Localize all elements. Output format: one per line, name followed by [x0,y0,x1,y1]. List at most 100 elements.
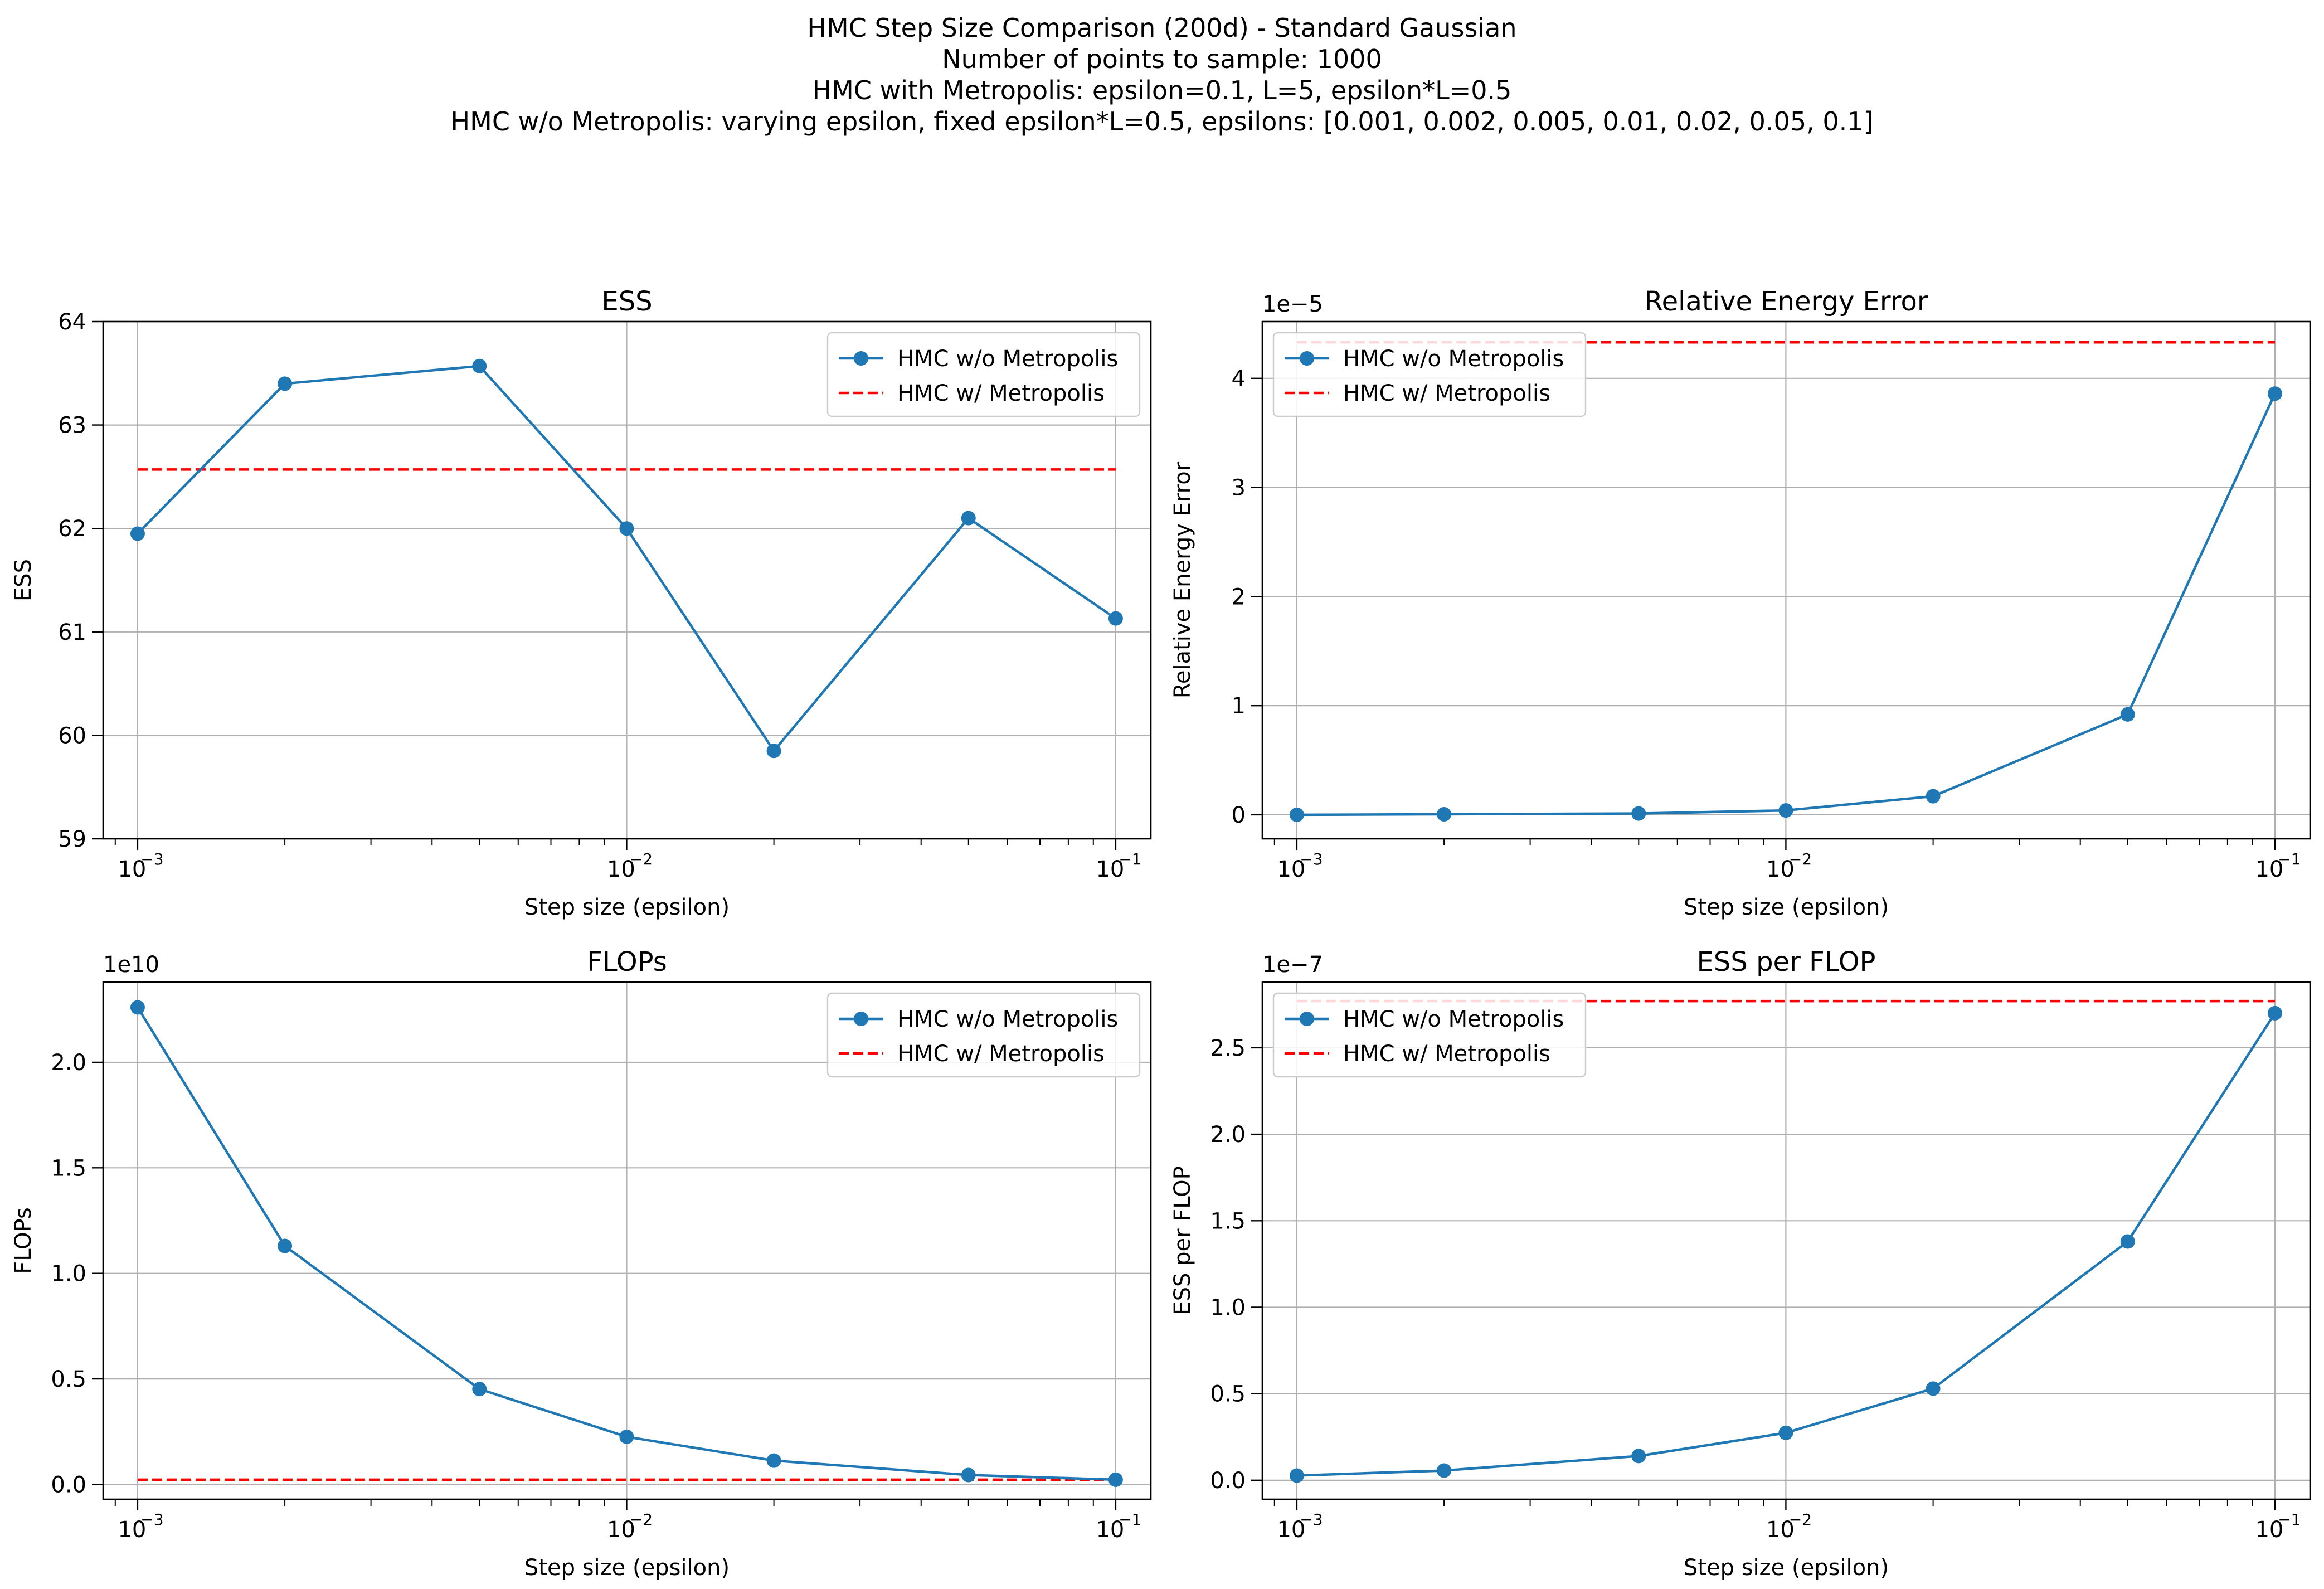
y-tick-label: 1 [1232,693,1246,719]
data-point [961,511,976,526]
legend-swatch-marker [1300,351,1314,366]
y-tick-label: 1.0 [51,1261,86,1287]
y-tick-label: 60 [58,723,86,749]
suptitle-line-1: HMC Step Size Comparison (200d) - Standa… [807,13,1517,43]
data-point [2120,1234,2135,1249]
legend-swatch-marker [854,351,868,366]
suptitle-line-4: HMC w/o Metropolis: varying epsilon, fix… [450,106,1874,137]
legend-label-hmc-wo-metropolis: HMC w/o Metropolis [1343,1007,1564,1032]
y-tick-label: 1.5 [51,1155,86,1181]
data-point [1631,1449,1646,1464]
data-point [1631,806,1646,821]
data-point [130,526,145,541]
y-axis-label: Relative Energy Error [1170,461,1195,698]
y-tick-label: 2 [1232,584,1246,610]
x-tick-exponent: −1 [1119,850,1141,868]
x-tick-exponent: −3 [140,850,163,868]
legend: HMC w/o Metropolis HMC w/ Metropolis [826,992,1141,1078]
x-tick-exponent: −1 [2278,1510,2301,1529]
x-tick-label: 10 [1277,1517,1305,1543]
axes-frame [1261,320,2311,840]
data-point [278,376,293,391]
data-point [1926,789,1941,804]
legend-label-hmc-w-metropolis: HMC w/ Metropolis [1343,381,1550,406]
x-tick-exponent: −3 [1300,850,1323,868]
subplot-4: 10−3 10−2 10−10.00.51.01.52.02.51e−7 ESS pe… [1170,946,2311,1581]
legend: HMC w/o Metropolis HMC w/ Metropolis [1272,992,1587,1078]
y-tick-label: 2.0 [51,1050,86,1076]
data-point [130,1000,145,1015]
subplot-title: Relative Energy Error [1644,286,1928,317]
y-tick-label: 3 [1232,475,1246,501]
data-point [1289,807,1304,822]
data-point [1926,1381,1941,1396]
y-tick-label: 0.0 [51,1472,86,1498]
y-axis-exponent-label: 1e−7 [1262,952,1323,978]
y-tick-label: 61 [58,620,86,645]
axes-frame [102,320,1152,840]
data-point [766,1453,781,1468]
legend-box [1272,992,1587,1078]
data-point [1108,1472,1123,1487]
data-point [1437,1463,1452,1478]
data-point [472,358,487,373]
suptitle-line-2: Number of points to sample: 1000 [942,44,1382,74]
subplot-title: FLOPs [587,946,667,978]
legend-label-hmc-wo-metropolis: HMC w/o Metropolis [897,1007,1118,1032]
y-axis-label: ESS [11,559,36,601]
x-tick-exponent: −3 [140,1510,163,1529]
legend-swatch-marker [1300,1012,1314,1026]
y-tick-label: 2.5 [1210,1036,1246,1061]
data-point [1437,806,1452,822]
x-tick-label: 10 [1766,1517,1795,1543]
data-point [1108,611,1123,626]
y-tick-label: 62 [58,516,86,542]
legend-box [826,992,1141,1078]
y-tick-label: 0 [1232,803,1246,828]
y-tick-label: 1.0 [1210,1295,1246,1320]
x-axis-label: Step size (epsilon) [1684,895,1889,920]
legend-box [826,332,1141,417]
axes-frame [102,981,1152,1500]
data-point [619,1429,634,1444]
x-tick-exponent: −2 [1789,1510,1812,1529]
x-axis-label: Step size (epsilon) [1684,1555,1889,1581]
x-tick-label: 10 [1766,857,1795,882]
data-point [472,1382,487,1397]
y-tick-label: 0.5 [1210,1382,1246,1407]
y-tick-label: 63 [58,413,86,439]
legend-box [1272,332,1587,417]
legend-label-hmc-wo-metropolis: HMC w/o Metropolis [1343,346,1564,372]
x-axis-label: Step size (epsilon) [524,895,730,920]
legend-label-hmc-w-metropolis: HMC w/ Metropolis [897,1041,1105,1067]
x-tick-label: 10 [607,1517,635,1543]
figure-suptitle: HMC Step Size Comparison (200d) - Standa… [0,12,2324,137]
y-axis-exponent-label: 1e−5 [1262,291,1323,317]
data-point [1289,1468,1304,1483]
legend: HMC w/o Metropolis HMC w/ Metropolis [1272,332,1587,417]
y-tick-label: 4 [1232,366,1246,392]
x-tick-exponent: −1 [1119,1510,1141,1529]
data-point [2267,386,2282,401]
legend-label-hmc-wo-metropolis: HMC w/o Metropolis [897,346,1118,372]
x-axis-label: Step size (epsilon) [524,1555,730,1581]
suptitle-line-3: HMC with Metropolis: epsilon=0.1, L=5, e… [812,75,1512,105]
y-tick-label: 2.0 [1210,1122,1246,1148]
x-tick-label: 10 [118,857,146,882]
x-tick-label: 10 [2255,1517,2283,1543]
legend-label-hmc-w-metropolis: HMC w/ Metropolis [897,381,1105,406]
y-tick-label: 1.5 [1210,1208,1246,1234]
y-tick-label: 64 [58,309,86,335]
data-point [278,1238,293,1253]
data-point [766,744,781,759]
axes-frame [1261,981,2311,1500]
legend-swatch-marker [854,1012,868,1026]
data-point [2267,1005,2282,1021]
x-tick-label: 10 [1096,1517,1124,1543]
x-tick-label: 10 [118,1517,146,1543]
data-point [1778,1425,1793,1440]
x-tick-exponent: −3 [1300,1510,1323,1529]
